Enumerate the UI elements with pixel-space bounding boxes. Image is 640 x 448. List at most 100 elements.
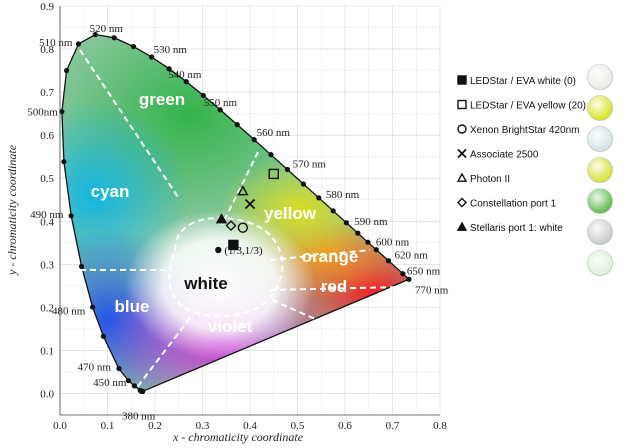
wavelength-label: 530 nm	[154, 44, 188, 56]
color-swatch-highlight	[587, 219, 613, 245]
x-tick-label: 0.0	[53, 420, 67, 432]
y-tick-label: 0.9	[40, 1, 54, 13]
x-tick-label: 0.3	[196, 420, 210, 432]
legend-marker	[457, 197, 467, 208]
wavelength-dot	[61, 159, 67, 165]
wavelength-dot	[116, 365, 122, 372]
y-tick-label: 0.0	[40, 388, 54, 400]
wavelength-label: 500nm	[27, 107, 58, 119]
wavelength-dot	[217, 107, 223, 113]
legend-entry: LEDStar / EVA white (0)	[470, 76, 576, 87]
color-swatch-highlight	[587, 188, 613, 214]
region-label-red: red	[321, 277, 347, 296]
wavelength-label: 560 nm	[257, 127, 291, 139]
wavelength-dot	[92, 31, 98, 38]
wavelength-dot	[90, 304, 96, 310]
color-swatch-highlight	[587, 157, 613, 183]
data-point	[268, 168, 279, 180]
divider-blue-violet	[134, 317, 191, 391]
region-label-blue: blue	[115, 297, 150, 316]
wavelength-label: 490 nm	[30, 209, 64, 221]
y-tick-label: 0.4	[40, 216, 54, 228]
wavelength-dot	[385, 258, 392, 264]
wavelength-label: 540 nm	[168, 69, 202, 81]
data-point	[237, 222, 249, 233]
wavelength-dot	[343, 220, 349, 226]
region-label-orange: orange	[302, 247, 359, 266]
data-point	[225, 220, 237, 232]
y-tick-label: 0.2	[40, 302, 54, 314]
x-tick-label: 0.7	[386, 420, 400, 432]
color-swatch-highlight	[587, 126, 613, 152]
wavelength-label: 580 nm	[326, 189, 360, 201]
wavelength-dot	[59, 108, 65, 115]
wavelength-markers	[59, 31, 412, 395]
line-of-purples	[142, 278, 410, 392]
region-label-violet: violet	[208, 317, 253, 336]
region-labels: green cyan yellow orange white red blue violet	[91, 90, 359, 336]
x-tick-label: 0.8	[433, 420, 447, 432]
wavelength-label: 480 nm	[52, 305, 86, 317]
legend-marker	[457, 75, 467, 85]
wavelength-dot	[284, 166, 291, 173]
region-label-cyan: cyan	[91, 182, 130, 201]
y-axis-title: y - chromaticity coordinate	[5, 144, 19, 276]
x-axis-title: x - chromaticity coordinate	[172, 430, 304, 444]
wavelength-label: 550 nm	[204, 97, 238, 109]
wavelength-dot	[373, 247, 379, 253]
wavelength-label: 600 nm	[376, 237, 410, 249]
wavelength-labels: 380 nm 450 nm 470 nm 480 nm 490 nm 500nm 510 n…	[27, 23, 448, 423]
x-tick-label: 0.2	[148, 420, 162, 432]
data-point	[237, 185, 249, 196]
x-tick-label: 0.1	[101, 420, 115, 432]
legend-marker	[457, 124, 467, 134]
wavelength-dot	[75, 41, 82, 47]
color-gamut-fill	[61, 34, 410, 392]
wavelength-dot	[400, 271, 406, 277]
divider-red-violet	[271, 299, 341, 331]
region-label-green: green	[139, 90, 185, 109]
divider-orange-red	[269, 286, 401, 291]
y-tick-label: 0.7	[40, 87, 54, 99]
wavelength-label: 590 nm	[354, 216, 388, 228]
legend-entry: LEDStar / EVA yellow (20)	[470, 101, 586, 112]
data-point	[244, 198, 256, 210]
divider-green-yellow	[221, 151, 259, 226]
wavelength-dot	[64, 67, 70, 74]
legend-marker	[457, 99, 467, 110]
wavelength-dot	[68, 213, 74, 219]
wavelength-dot	[100, 333, 106, 339]
legend-entry: Associate 2500	[470, 150, 539, 161]
region-dividers	[79, 49, 401, 391]
wavelength-dot	[365, 239, 371, 245]
wavelength-label: 470 nm	[78, 362, 112, 374]
y-tick-labels: 0.0 0.1 0.2 0.3 0.4 0.5 0.6 0.7 0.8 0.9	[40, 1, 54, 400]
y-tick-label: 0.5	[40, 173, 54, 185]
color-swatch-highlight	[587, 64, 613, 90]
wavelength-label: 450 nm	[93, 377, 127, 389]
data-markers	[215, 168, 279, 251]
wavelength-dot	[268, 152, 274, 158]
wavelength-label: 570 nm	[293, 158, 327, 170]
y-tick-label: 0.6	[40, 130, 54, 142]
wavelength-label: 520 nm	[90, 23, 124, 35]
divider-yellow-orange	[269, 249, 371, 261]
wavelength-dot	[355, 230, 361, 236]
x-tick-label: 0.6	[338, 420, 352, 432]
wavelength-label: 620 nm	[394, 250, 428, 262]
white-point-label: (1/3,1/3)	[224, 245, 263, 257]
wavelength-dot	[183, 79, 189, 85]
color-swatches	[587, 64, 613, 276]
x-tick-label: 0.4	[243, 420, 257, 432]
wavelength-dot	[251, 137, 257, 143]
wavelength-label: 510 nm	[39, 37, 73, 49]
legend-entry: Xenon BrightStar 420nm	[470, 125, 580, 136]
x-tick-labels: 0.0 0.1 0.2 0.3 0.4 0.5 0.6 0.7 0.8	[53, 420, 447, 432]
wavelength-dot	[111, 35, 117, 41]
y-tick-label: 0.8	[40, 44, 54, 56]
x-tick-label: 0.5	[291, 420, 305, 432]
wavelength-dot	[137, 387, 143, 394]
wavelength-label: 770 nm	[415, 284, 449, 296]
y-tick-label: 0.1	[40, 345, 54, 357]
